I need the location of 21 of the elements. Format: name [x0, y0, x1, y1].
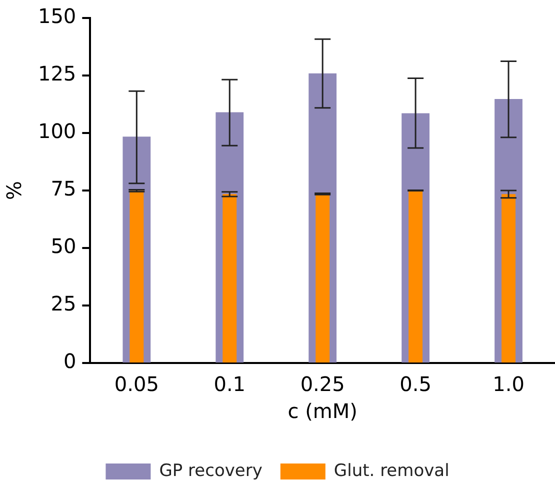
bar	[502, 194, 516, 362]
bar	[222, 194, 237, 362]
y-tick-label: 150	[38, 4, 76, 28]
x-axis-title: c (mM)	[288, 399, 358, 424]
y-tick-label: 0	[63, 349, 76, 374]
x-tick-label: 1.0	[492, 372, 524, 396]
y-tick-label: 50	[50, 234, 76, 258]
y-tick-label: 25	[50, 292, 76, 316]
bar	[130, 190, 144, 362]
x-tick-label: 0.5	[400, 372, 432, 396]
bar	[316, 194, 330, 362]
legend-label: Glut. removal	[334, 460, 450, 481]
legend-label: GP recovery	[159, 460, 262, 481]
y-tick-label: 75	[50, 176, 76, 201]
x-tick-label: 0.1	[214, 372, 246, 396]
x-tick-label: 0.25	[300, 372, 345, 396]
y-tick-label: 100	[38, 119, 76, 144]
x-tick-label: 0.05	[114, 372, 159, 396]
bar	[408, 190, 423, 362]
y-axis-title: %	[2, 180, 26, 200]
y-tick-label: 125	[38, 62, 76, 86]
